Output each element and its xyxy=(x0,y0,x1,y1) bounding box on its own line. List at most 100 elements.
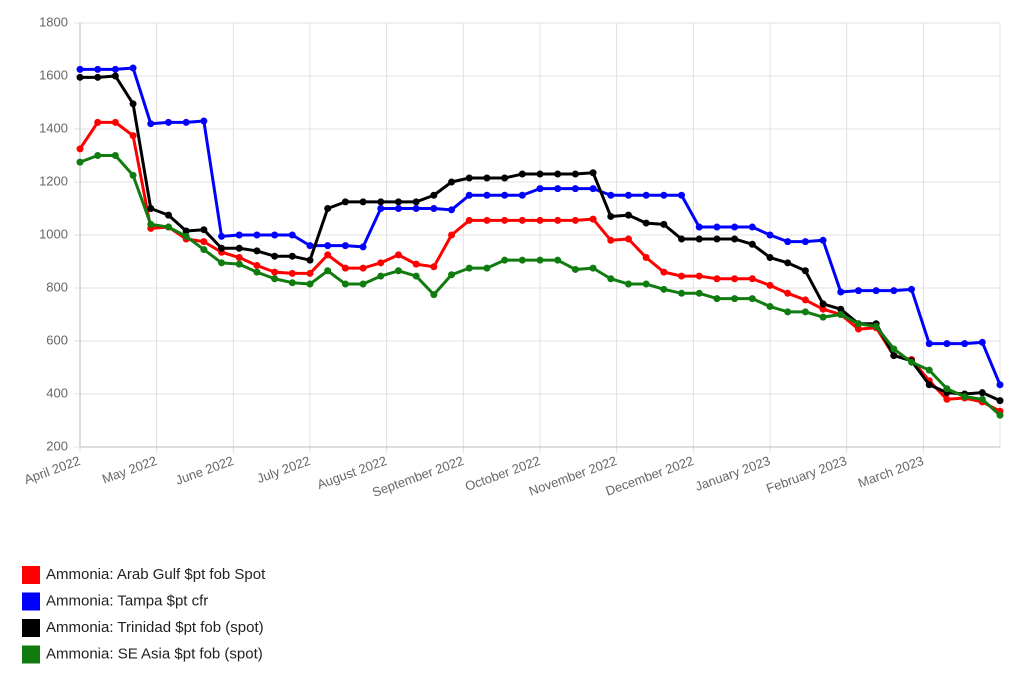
data-point xyxy=(430,205,438,212)
data-point xyxy=(731,275,739,283)
data-point xyxy=(607,275,615,283)
legend-swatch xyxy=(22,645,40,664)
data-point xyxy=(748,275,756,283)
data-point xyxy=(94,118,102,126)
data-point xyxy=(465,216,473,224)
data-point xyxy=(94,65,102,73)
data-point xyxy=(377,205,385,212)
data-point xyxy=(784,259,792,267)
data-point xyxy=(624,280,632,288)
data-point xyxy=(678,191,686,199)
data-point xyxy=(129,64,137,72)
x-tick-label: July 2022 xyxy=(255,453,312,486)
data-point xyxy=(218,244,226,252)
data-point xyxy=(430,291,438,299)
data-point xyxy=(908,358,916,366)
data-point xyxy=(448,178,456,186)
data-point xyxy=(642,254,650,262)
data-point xyxy=(660,191,668,199)
x-tick-label: April 2022 xyxy=(22,453,82,487)
data-point xyxy=(518,170,526,178)
data-point xyxy=(678,289,686,297)
data-point xyxy=(624,235,632,243)
data-point xyxy=(784,289,792,297)
data-point xyxy=(147,220,155,228)
legend: Ammonia: Arab Gulf $pt fob Spot Ammonia: … xyxy=(22,566,266,664)
data-point xyxy=(324,251,332,259)
legend-swatch xyxy=(22,592,40,611)
data-point xyxy=(324,205,332,212)
data-point xyxy=(978,395,986,403)
data-point xyxy=(518,216,526,224)
data-point xyxy=(253,247,261,255)
data-point xyxy=(182,227,190,235)
x-tick-label: December 2022 xyxy=(604,453,696,499)
data-point xyxy=(819,313,827,321)
data-point xyxy=(713,235,721,243)
data-point xyxy=(394,205,402,212)
data-point xyxy=(695,272,703,280)
data-point xyxy=(218,232,226,240)
data-point xyxy=(766,281,774,289)
x-tick-label: June 2022 xyxy=(173,453,235,488)
data-point xyxy=(182,232,190,240)
data-point xyxy=(837,288,845,296)
data-point xyxy=(554,216,562,224)
data-point xyxy=(854,325,862,333)
data-point xyxy=(554,170,562,178)
data-point xyxy=(465,191,473,199)
data-point xyxy=(359,198,367,206)
data-point xyxy=(448,271,456,279)
data-point xyxy=(501,256,509,264)
legend-swatch xyxy=(22,566,40,584)
data-point xyxy=(253,268,261,276)
data-point xyxy=(642,280,650,288)
data-point xyxy=(341,242,349,250)
data-point xyxy=(642,219,650,227)
y-tick-label: 200 xyxy=(46,438,68,453)
data-point xyxy=(801,267,809,275)
y-tick-label: 1200 xyxy=(39,173,68,188)
data-point xyxy=(554,256,562,264)
data-point xyxy=(394,251,402,259)
data-point xyxy=(589,264,597,272)
data-point xyxy=(854,320,862,328)
data-point xyxy=(235,254,243,262)
data-point xyxy=(854,287,862,295)
data-point xyxy=(678,272,686,280)
data-point xyxy=(943,340,951,348)
data-point xyxy=(819,300,827,308)
data-point xyxy=(465,264,473,272)
data-point xyxy=(890,345,898,353)
data-point xyxy=(624,211,632,219)
data-point xyxy=(695,235,703,243)
data-point xyxy=(253,231,261,239)
data-point xyxy=(766,254,774,262)
legend-label: Ammonia: SE Asia $pt fob (spot) xyxy=(46,645,263,662)
data-point xyxy=(996,411,1004,419)
data-point xyxy=(961,393,969,401)
legend-label: Ammonia: Tampa $pt cfr xyxy=(46,592,208,609)
data-point xyxy=(129,171,137,179)
data-point xyxy=(731,223,739,231)
data-point xyxy=(819,305,827,313)
data-point xyxy=(607,212,615,220)
data-point xyxy=(801,238,809,246)
data-point xyxy=(200,246,208,254)
legend-label: Ammonia: Arab Gulf $pt fob Spot xyxy=(46,566,266,583)
data-point xyxy=(200,238,208,246)
data-point xyxy=(784,238,792,246)
data-point xyxy=(164,118,172,126)
data-point xyxy=(536,170,544,178)
y-tick-label: 400 xyxy=(46,385,68,400)
data-point xyxy=(961,340,969,348)
data-point xyxy=(341,280,349,288)
data-point xyxy=(288,231,296,239)
data-point xyxy=(571,265,579,273)
x-tick-label: January 2023 xyxy=(693,453,772,494)
data-point xyxy=(164,211,172,219)
data-point xyxy=(731,235,739,243)
x-tick-label: May 2022 xyxy=(100,453,159,487)
data-point xyxy=(94,73,102,81)
data-point xyxy=(76,73,84,81)
